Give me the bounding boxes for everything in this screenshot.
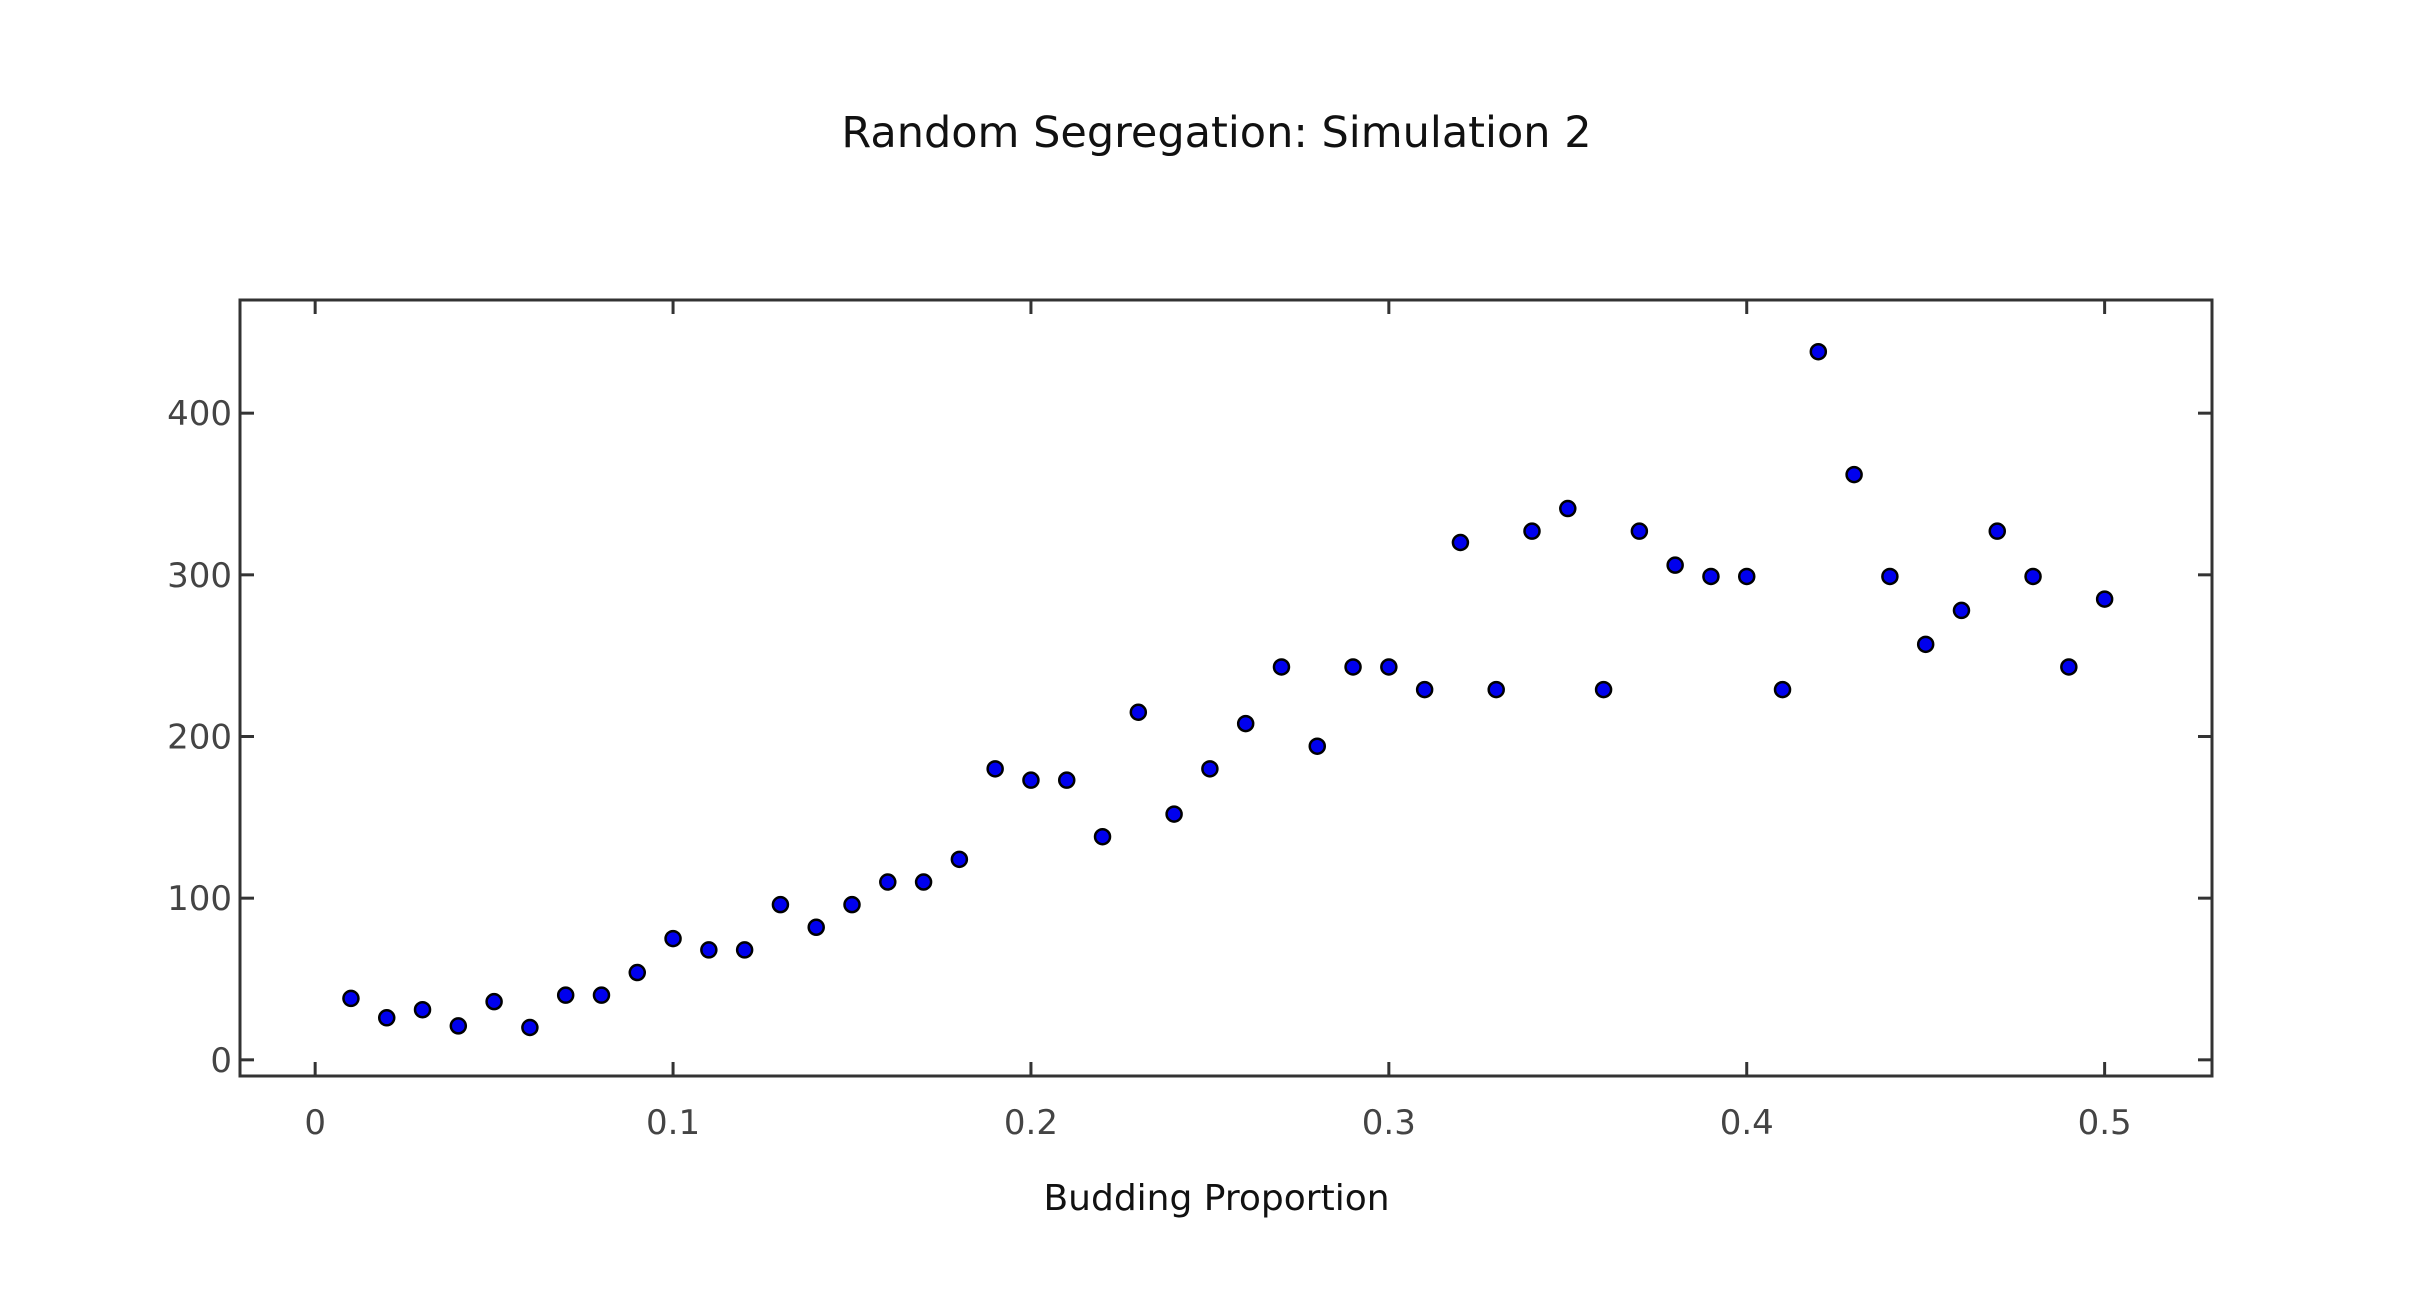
data-point	[1236, 714, 1255, 733]
data-point	[1415, 680, 1434, 699]
data-point	[879, 873, 897, 891]
data-point	[1057, 771, 1076, 789]
y-tick-label: 100	[167, 879, 232, 919]
y-tick-label: 0	[210, 1041, 232, 1081]
data-point	[628, 963, 647, 982]
y-tick-label: 300	[167, 556, 232, 596]
data-point	[449, 1017, 468, 1035]
x-tick-label: 0	[304, 1103, 326, 1143]
x-tick-label: 0.4	[1720, 1103, 1774, 1143]
data-point	[521, 1018, 539, 1037]
y-tick-label: 400	[167, 394, 232, 434]
x-tick-label: 0.3	[1362, 1103, 1416, 1143]
data-point	[1630, 522, 1649, 540]
data-point	[2024, 567, 2042, 586]
data-point	[700, 941, 718, 959]
data-point	[1165, 805, 1183, 823]
data-point	[735, 941, 754, 959]
plot-frame	[238, 298, 2214, 1078]
data-point	[1737, 567, 1756, 586]
data-point	[1201, 760, 1219, 778]
data-point	[1594, 680, 1613, 699]
data-point	[1666, 556, 1684, 574]
data-point	[2095, 590, 2114, 608]
data-point	[914, 873, 933, 891]
data-point	[2060, 658, 2078, 676]
data-point	[843, 895, 861, 914]
data-point	[1380, 658, 1398, 676]
data-point	[1773, 680, 1792, 699]
data-point	[1809, 342, 1828, 361]
x-tick-label: 0.2	[1004, 1103, 1058, 1143]
data-point	[485, 992, 503, 1011]
x-axis-ticks: 0 0.1 0.2 0.3 0.4 0.5	[304, 300, 2132, 1143]
data-point	[1702, 567, 1720, 586]
data-point	[1487, 680, 1505, 699]
data-point	[1344, 658, 1362, 676]
data-point	[1916, 635, 1935, 654]
data-point	[413, 1000, 432, 1019]
data-point	[664, 929, 682, 948]
data-point	[950, 850, 969, 869]
data-point	[1881, 567, 1899, 586]
x-axis-label: Budding Proportion	[1043, 1178, 1390, 1219]
data-point	[1129, 703, 1148, 721]
data-point	[556, 986, 575, 1004]
data-point	[1559, 499, 1577, 518]
data-point	[1523, 522, 1541, 540]
chart-title: Random Segregation: Simulation 2	[841, 108, 1592, 158]
x-tick-label: 0.1	[646, 1103, 700, 1143]
data-point	[342, 989, 360, 1008]
data-point	[1952, 601, 1971, 620]
data-point	[807, 918, 825, 937]
data-points	[342, 342, 2114, 1037]
x-tick-label: 0.5	[2078, 1103, 2132, 1143]
data-point	[1022, 771, 1040, 789]
data-point	[1451, 533, 1470, 552]
y-tick-label: 200	[167, 718, 232, 758]
y-axis-ticks: 0 100 200 300 400	[167, 394, 2212, 1081]
data-point	[1308, 737, 1327, 755]
data-point	[1272, 658, 1291, 676]
data-point	[377, 1009, 396, 1027]
data-point	[1845, 465, 1863, 484]
data-point	[771, 895, 790, 914]
data-point	[1988, 522, 2007, 540]
data-point	[592, 986, 611, 1004]
data-point	[986, 760, 1004, 778]
data-point	[1093, 827, 1112, 846]
